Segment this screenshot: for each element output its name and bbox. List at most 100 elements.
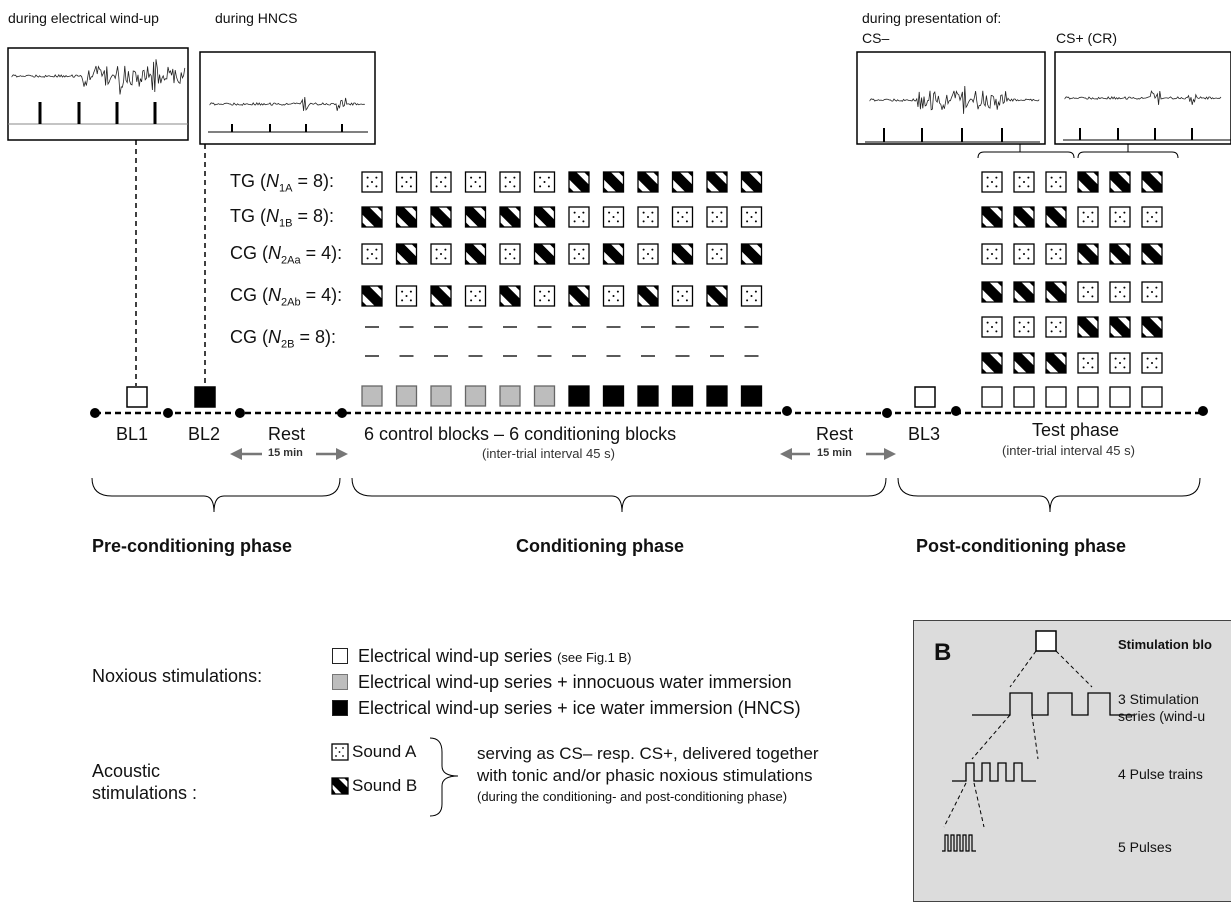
sound-b-square xyxy=(602,243,625,265)
label-conditioning-iti: (inter-trial interval 45 s) xyxy=(482,446,615,461)
sound-b-square xyxy=(395,206,418,228)
sound-a-square xyxy=(1045,316,1067,338)
sound-a-square xyxy=(533,171,556,193)
sound-b-icon xyxy=(331,777,349,795)
sound-a-square xyxy=(464,171,487,193)
sound-a-square xyxy=(740,285,763,307)
sound-b-square xyxy=(740,171,763,193)
conditioning-block xyxy=(637,385,659,407)
label-rest-1: Rest xyxy=(268,424,306,444)
conditioning-block xyxy=(671,385,694,407)
conditioning-block xyxy=(740,385,763,407)
sound-a-icon xyxy=(331,743,349,761)
group-label-cg-2b: CG (N2B = 8): xyxy=(230,327,336,351)
legend-sound-icons xyxy=(331,743,349,795)
sound-a-square xyxy=(1013,316,1035,338)
conditioning-block xyxy=(568,385,590,407)
phase-conditioning: Conditioning phase xyxy=(516,536,684,556)
emg-panel-wind-up xyxy=(7,47,189,141)
sound-b-square xyxy=(395,243,418,265)
legend-serving-1: serving as CS– resp. CS+, delivered toge… xyxy=(477,744,819,763)
rest-arrow-2 xyxy=(780,448,896,460)
experimental-design-diagram xyxy=(7,47,1231,513)
label-bl3: BL3 xyxy=(908,424,941,444)
test-block xyxy=(1077,386,1099,408)
sound-b-square xyxy=(1013,352,1035,374)
sound-a-square xyxy=(1045,171,1067,193)
sound-b-square xyxy=(1141,316,1163,338)
legend-acoustic-title-1: Acoustic xyxy=(92,761,161,781)
sound-a-square xyxy=(706,206,728,228)
sound-a-square xyxy=(464,285,487,307)
sound-b-square xyxy=(1077,243,1099,265)
inset-letter: B xyxy=(934,639,952,666)
conditioning-block xyxy=(706,385,728,407)
sound-a-square xyxy=(395,171,418,193)
sound-b-square xyxy=(430,285,452,307)
sound-a-square xyxy=(568,243,590,265)
legend-black-square xyxy=(332,700,348,716)
sound-b-square xyxy=(981,281,1003,303)
sound-b-square xyxy=(602,171,625,193)
sound-a-square xyxy=(671,285,694,307)
sound-b-square xyxy=(637,285,659,307)
sound-a-square xyxy=(1077,281,1099,303)
conditioning-sound-grid xyxy=(361,171,763,357)
sound-a-square xyxy=(1013,171,1035,193)
timeline xyxy=(90,406,1208,418)
label-test-iti: (inter-trial interval 45 s) xyxy=(1002,443,1135,458)
sound-b-square xyxy=(568,171,590,193)
control-block xyxy=(499,385,521,407)
sound-b-square xyxy=(1013,281,1035,303)
sound-b-square xyxy=(1109,316,1131,338)
sound-a-square xyxy=(568,206,590,228)
sound-b-square xyxy=(671,243,694,265)
sound-b-square xyxy=(464,206,487,228)
control-block xyxy=(361,385,383,407)
sound-a-square xyxy=(602,206,625,228)
inset-label-pulse-trains: 4 Pulse trains xyxy=(1118,766,1203,782)
sound-a-square xyxy=(981,171,1003,193)
legend-brace xyxy=(429,737,459,817)
label-bl2: BL2 xyxy=(188,424,221,444)
control-block xyxy=(464,385,487,407)
phase-post-conditioning: Post-conditioning phase xyxy=(916,536,1126,556)
label-during-hncs: during HNCS xyxy=(215,10,298,26)
sound-a-square xyxy=(981,243,1003,265)
sound-b-square xyxy=(499,285,521,307)
sound-b-square xyxy=(361,206,383,228)
sound-a-square xyxy=(602,285,625,307)
sound-a-square xyxy=(740,206,763,228)
sound-b-square xyxy=(1141,171,1163,193)
emg-panel-cs-minus xyxy=(856,51,1046,145)
sound-b-square xyxy=(1109,171,1131,193)
inset-label-stimulation-2: series (wind-u xyxy=(1118,708,1206,724)
sound-a-square xyxy=(395,285,418,307)
label-during-presentation: during presentation of: xyxy=(862,10,1002,26)
phase-braces xyxy=(91,477,1201,513)
label-rest-2: Rest xyxy=(816,424,854,444)
label-conditioning-blocks: 6 control blocks – 6 conditioning blocks xyxy=(364,424,677,444)
legend-serving-2: with tonic and/or phasic noxious stimula… xyxy=(477,766,813,785)
sound-a-square xyxy=(637,206,659,228)
label-rest-2-duration: 15 min xyxy=(817,447,852,459)
sound-b-square xyxy=(706,171,728,193)
legend-sound-a-label: Sound A xyxy=(352,742,417,761)
sound-b-square xyxy=(981,206,1003,228)
sound-a-square xyxy=(1045,243,1067,265)
label-cs-minus: CS– xyxy=(862,30,890,46)
sound-b-square xyxy=(499,206,521,228)
legend-white-square xyxy=(332,648,348,664)
sound-b-square xyxy=(1077,171,1099,193)
sound-a-square xyxy=(1077,206,1099,228)
sound-b-square xyxy=(430,206,452,228)
emg-panel-cs-plus xyxy=(1054,51,1231,145)
control-block xyxy=(533,385,556,407)
sound-b-square xyxy=(533,206,556,228)
sound-b-square xyxy=(740,243,763,265)
label-during-wind-up: during electrical wind-up xyxy=(8,10,159,26)
sound-b-square xyxy=(1109,243,1131,265)
sound-a-square xyxy=(637,243,659,265)
sound-b-square xyxy=(671,171,694,193)
sound-a-square xyxy=(1109,206,1131,228)
